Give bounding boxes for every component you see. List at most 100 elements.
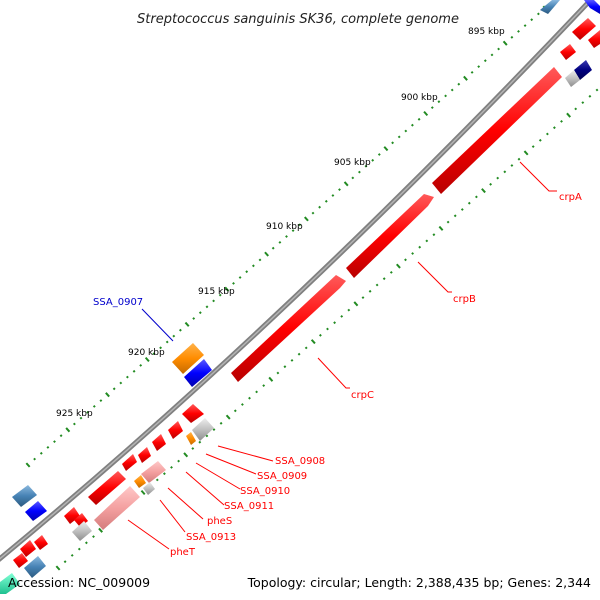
gene-ssa0907-orange[interactable] [172,343,204,374]
gene-pheS[interactable] [141,461,166,483]
label-crpA[interactable]: crpA [559,192,582,203]
minor-tick [357,170,361,174]
minor-tick [450,88,454,92]
minor-tick [490,53,494,57]
minor-tick [437,100,441,104]
major-tick [65,427,71,433]
gene-top-red-3[interactable] [560,44,576,60]
gene-steel-bottom[interactable] [24,556,46,578]
minor-tick [212,299,216,303]
gene-ssa0913[interactable] [134,475,146,488]
gene-ssa0909[interactable] [138,447,151,463]
major-tick [98,527,104,533]
gene-top-steel[interactable] [540,0,560,14]
gene-top-red-1[interactable] [572,18,596,40]
label-ssa0909[interactable]: SSA_0909 [257,471,307,482]
minor-tick [232,281,235,285]
minor-tick [364,164,368,168]
gene-red-b[interactable] [168,421,183,439]
minor-tick [531,145,535,149]
label-ssa0910[interactable]: SSA_0910 [240,486,290,497]
gene-top-navy[interactable] [574,60,592,80]
minor-tick [198,311,202,315]
minor-tick [467,201,471,205]
outer-dot-track [25,5,548,468]
label-crpC[interactable]: crpC [351,390,374,401]
minor-tick [39,451,43,455]
genome-summary-text: Topology: circular; Length: 2,388,435 bp… [247,575,591,590]
major-tick [383,146,389,152]
gene-top-gray[interactable] [565,70,580,87]
minor-tick [523,24,527,28]
minor-tick [255,390,259,394]
minor-tick [251,264,255,268]
reverse-strand-genes [13,18,600,568]
gene-blue-left[interactable] [25,501,47,521]
minor-tick [347,308,351,312]
minor-tick [389,270,393,274]
minor-tick [536,12,540,16]
major-tick [225,414,231,420]
gene-gray-c[interactable] [72,521,92,541]
minor-tick [276,371,280,375]
gene-top-blue[interactable] [584,0,600,14]
label-pheS[interactable]: pheS [207,516,232,527]
minor-tick [560,119,563,123]
minor-tick [595,88,599,92]
genome-backbone [0,0,594,562]
gene-red-c[interactable] [152,434,166,451]
minor-tick [417,117,421,121]
gene-ssa0908[interactable] [186,432,196,445]
major-tick [523,150,529,156]
label-ssa0907[interactable]: SSA_0907 [93,297,143,308]
label-leader-lines [127,161,557,550]
tick-label-905: 905 kbp [334,158,371,168]
minor-tick [248,396,251,400]
label-ssa0913[interactable]: SSA_0913 [186,532,236,543]
minor-tick [63,560,67,564]
gene-gray-b[interactable] [143,482,155,495]
minor-tick [132,369,136,373]
major-tick [264,251,270,257]
minor-tick [172,334,176,338]
gene-crpB[interactable] [346,194,434,278]
major-tick [183,452,189,458]
gene-top-red-2[interactable] [588,30,600,48]
gene-ssa0907-blue[interactable] [184,359,212,387]
minor-tick [162,472,166,476]
tick-label-920: 920 kbp [128,348,165,358]
minor-tick [77,547,81,551]
gene-ssa0911[interactable] [88,471,126,505]
gene-red-g[interactable] [34,535,48,550]
label-ssa0908[interactable]: SSA_0908 [275,456,325,467]
label-ssa0911[interactable]: SSA_0911 [224,501,274,512]
label-pheT[interactable]: pheT [170,547,196,558]
major-tick [105,392,110,398]
major-tick [268,376,274,382]
gene-gray-a[interactable] [192,418,214,441]
minor-tick [326,327,329,331]
gene-crpC[interactable] [231,275,346,382]
gene-teal-corner[interactable] [0,573,20,594]
minor-tick [271,246,275,250]
gene-pheT[interactable] [94,486,140,530]
minor-tick [205,305,209,309]
minor-tick [333,321,337,325]
gene-ssa0910[interactable] [122,454,137,471]
minor-tick [324,199,328,203]
gene-crpA[interactable] [432,67,562,194]
label-crpB[interactable]: crpB [453,294,476,305]
major-tick [438,225,444,231]
major-tick [140,489,146,496]
minor-tick [258,258,262,262]
gene-steel-left[interactable] [12,485,37,507]
gene-red-h[interactable] [13,553,28,568]
gene-red-d[interactable] [64,507,80,524]
gene-red-f[interactable] [20,540,36,557]
gene-red-a[interactable] [182,404,204,423]
minor-tick [351,176,355,180]
major-tick [566,112,572,118]
minor-tick [125,375,129,379]
minor-tick [538,138,542,142]
minor-tick [588,94,592,98]
